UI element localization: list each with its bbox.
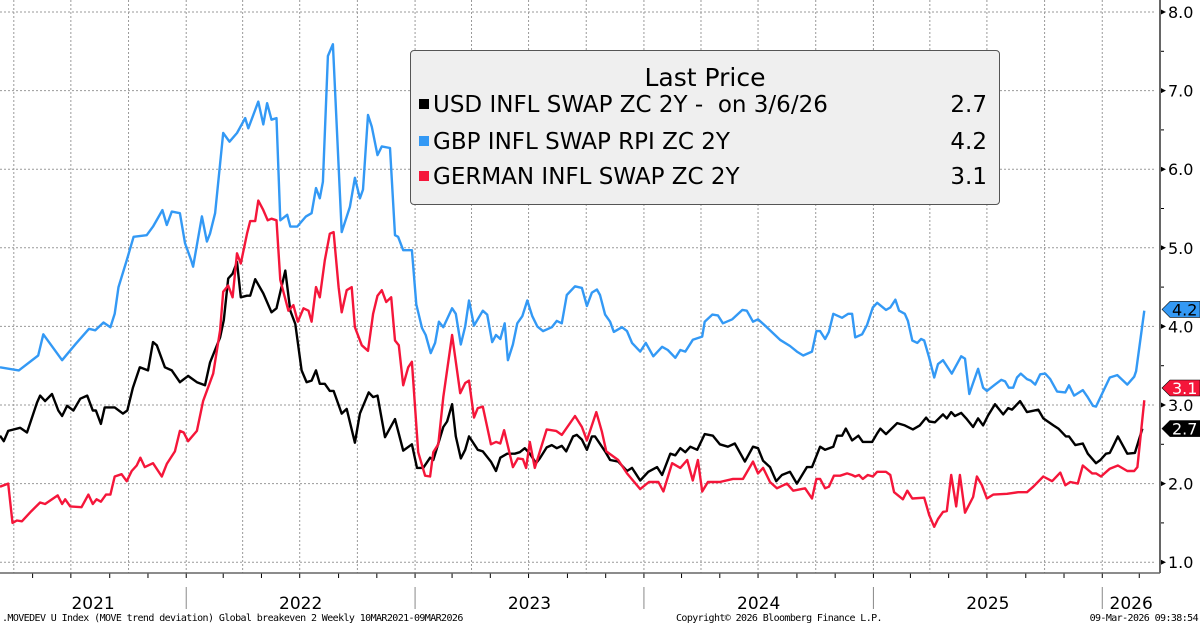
series-line-gbp xyxy=(0,43,1146,408)
y-tick-label: 2.0 xyxy=(1168,475,1193,494)
footer-timestamp: 09-Mar-2026 09:38:54 xyxy=(1089,613,1199,624)
legend-label: USD INFL SWAP ZC 2Y - on 3/6/26 xyxy=(433,92,828,118)
y-tick xyxy=(1160,9,1166,15)
y-tick-label: 5.0 xyxy=(1168,239,1193,258)
x-tick-label: 2025 xyxy=(966,594,1009,614)
x-tick-label: 2026 xyxy=(1110,594,1153,614)
legend-value: 2.7 xyxy=(950,92,987,118)
y-tick-label: 6.0 xyxy=(1168,160,1193,179)
legend-value: 3.1 xyxy=(950,164,987,190)
legend-value: 4.2 xyxy=(950,129,987,155)
last-value-markers: 2.7 4.2 3.1 xyxy=(1161,300,1200,439)
x-tick-label: 2021 xyxy=(71,594,114,614)
axes: 1.0 2.0 3.0 4.0 5.0 6.0 7.0 8.0 2021 2022 2023 2024… xyxy=(0,0,1193,614)
legend-swatch-black xyxy=(419,98,429,109)
y-tick-label: 4.0 xyxy=(1168,317,1193,336)
y-tick xyxy=(1160,559,1166,566)
y-tick-label: 7.0 xyxy=(1168,82,1193,101)
last-value-marker-german xyxy=(1161,379,1200,397)
legend-swatch-red xyxy=(419,170,429,181)
series-lines xyxy=(0,43,1146,528)
last-value-label-german: 3.1 xyxy=(1172,379,1197,398)
y-tick xyxy=(1160,323,1166,330)
x-tick-label: 2023 xyxy=(508,594,551,614)
legend-entry-gbp: GBP INFL SWAP RPI ZC 2Y 4.2 xyxy=(419,129,987,159)
last-value-label-usd: 2.7 xyxy=(1172,420,1197,439)
legend-label: GBP INFL SWAP RPI ZC 2Y xyxy=(433,129,730,155)
series-line-usd xyxy=(0,260,1144,485)
legend-label: GERMAN INFL SWAP ZC 2Y xyxy=(433,164,740,190)
y-tick-label: 8.0 xyxy=(1168,3,1193,22)
legend-title: Last Price xyxy=(644,63,766,92)
y-tick xyxy=(1160,244,1166,251)
x-tick-label: 2022 xyxy=(279,594,322,614)
series-line-german xyxy=(0,199,1146,528)
y-tick xyxy=(1160,166,1166,173)
x-tick-label: 2024 xyxy=(737,594,780,614)
y-tick-label: 3.0 xyxy=(1168,396,1193,415)
legend-entry-usd: USD INFL SWAP ZC 2Y - on 3/6/26 2.7 xyxy=(419,92,987,122)
y-tick xyxy=(1160,402,1166,408)
y-tick xyxy=(1160,480,1166,487)
y-tick xyxy=(1160,87,1166,94)
last-value-label-gbp: 4.2 xyxy=(1172,300,1197,319)
legend-swatch-blue xyxy=(419,135,429,146)
legend-entry-german: GERMAN INFL SWAP ZC 2Y 3.1 xyxy=(419,164,987,194)
footer-copyright: Copyright© 2026 Bloomberg Finance L.P. xyxy=(676,613,883,624)
legend: Last Price USD INFL SWAP ZC 2Y - on 3/6/… xyxy=(410,50,1000,205)
last-value-marker-gbp xyxy=(1161,301,1200,318)
last-value-marker-usd xyxy=(1161,420,1200,437)
y-tick-label: 1.0 xyxy=(1168,553,1193,572)
footer-source: .MOVEDEV U Index (MOVE trend deviation) … xyxy=(2,613,463,624)
